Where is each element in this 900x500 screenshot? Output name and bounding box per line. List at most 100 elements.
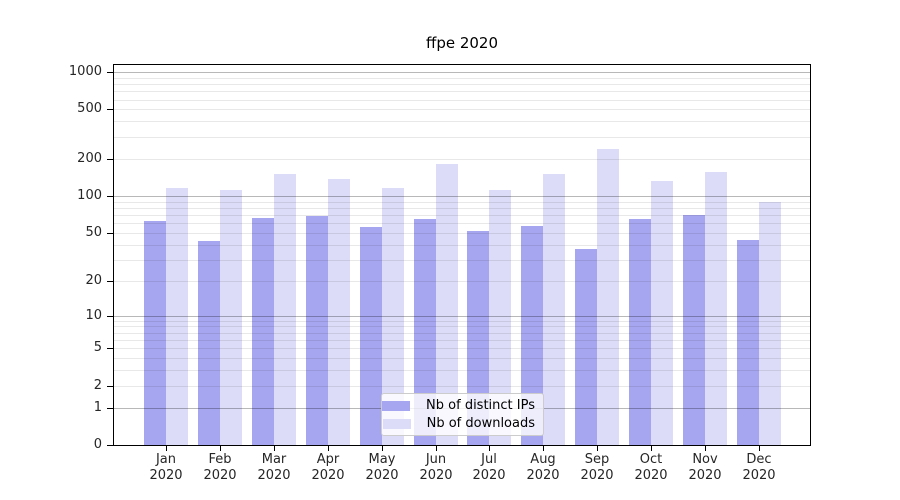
x-tick-year-jan: 2020 [149, 468, 183, 483]
x-tick-label-dec: Dec 2020 [729, 452, 789, 484]
gridline-minor-900 [114, 77, 810, 79]
bar-downloads-feb [219, 189, 242, 445]
x-tick-may [382, 446, 383, 451]
legend: Nb of distinct IPs Nb of downloads [381, 393, 544, 436]
gridline-minor-500 [114, 109, 810, 111]
y-tick-20 [107, 281, 113, 282]
bar-downloads-oct [651, 180, 674, 445]
gridline-minor-20 [114, 280, 810, 282]
y-tick-label-100: 100 [77, 188, 102, 203]
bar-downloads-sep [597, 148, 620, 445]
x-tick-jun [436, 446, 437, 451]
legend-label-downloads: Nb of downloads [426, 416, 535, 431]
chart-title: ffpe 2020 [425, 34, 499, 52]
gridline-minor-7 [114, 332, 810, 334]
y-tick-5 [107, 348, 113, 349]
bar-distinct-ips-may [359, 226, 382, 445]
x-tick-year-oct: 2020 [634, 468, 668, 483]
x-tick-label-jan: Jan 2020 [136, 452, 196, 484]
gridline-minor-8 [114, 326, 810, 328]
x-tick-jul [489, 446, 490, 451]
bar-distinct-ips-oct [629, 218, 652, 445]
bar-downloads-jul [489, 189, 512, 445]
x-tick-mar [274, 446, 275, 451]
bar-distinct-ips-sep [575, 248, 598, 445]
x-tick-label-sep: Sep 2020 [567, 452, 627, 484]
x-tick-label-feb: Feb 2020 [190, 452, 250, 484]
x-tick-year-feb: 2020 [203, 468, 237, 483]
x-tick-year-jul: 2020 [472, 468, 506, 483]
y-tick-label-50: 50 [85, 225, 102, 240]
gridline-minor-30 [114, 259, 810, 261]
bar-downloads-dec [759, 201, 781, 445]
bar-distinct-ips-aug [521, 225, 544, 445]
y-tick-500 [107, 109, 113, 110]
y-tick-label-1: 1 [93, 400, 102, 415]
bar-distinct-ips-mar [251, 218, 274, 445]
y-tick-100 [107, 196, 113, 197]
bar-distinct-ips-jul [467, 230, 490, 445]
x-tick-label-jul: Jul 2020 [459, 452, 519, 484]
y-tick-label-10: 10 [85, 308, 102, 323]
y-tick-1000 [107, 72, 113, 73]
gridline-minor-800 [114, 84, 810, 86]
x-tick-year-mar: 2020 [257, 468, 291, 483]
gridline-minor-40 [114, 244, 810, 246]
y-tick-1 [107, 408, 113, 409]
bar-distinct-ips-jun [413, 218, 436, 445]
gridline-minor-9 [114, 320, 810, 322]
gridline-minor-60 [114, 223, 810, 225]
x-tick-feb [220, 446, 221, 451]
x-tick-year-may: 2020 [365, 468, 399, 483]
y-tick-10 [107, 316, 113, 317]
x-tick-year-jun: 2020 [419, 468, 453, 483]
y-tick-label-1000: 1000 [68, 64, 102, 79]
x-tick-sep [597, 446, 598, 451]
x-tick-oct [651, 446, 652, 451]
y-tick-50 [107, 233, 113, 234]
legend-swatch-distinct-ips [382, 400, 411, 411]
bar-downloads-jun [435, 163, 458, 445]
bar-distinct-ips-feb [197, 240, 220, 445]
gridline-minor-50 [114, 232, 810, 234]
x-tick-year-nov: 2020 [688, 468, 722, 483]
x-tick-year-sep: 2020 [580, 468, 614, 483]
plot-area [113, 64, 811, 446]
x-tick-label-apr: Apr 2020 [298, 452, 358, 484]
gridline-major-10 [114, 315, 810, 317]
gridline-minor-400 [114, 121, 810, 123]
x-tick-year-apr: 2020 [311, 468, 345, 483]
y-tick-200 [107, 159, 113, 160]
y-tick-2 [107, 386, 113, 387]
legend-item-downloads: Nb of downloads [382, 416, 535, 431]
legend-item-distinct-ips: Nb of distinct IPs [382, 398, 535, 413]
bar-distinct-ips-jan [144, 221, 166, 445]
x-tick-year-dec: 2020 [742, 468, 776, 483]
bar-downloads-jan [166, 187, 188, 445]
x-tick-label-oct: Oct 2020 [621, 452, 681, 484]
bar-downloads-may [381, 187, 404, 445]
bar-distinct-ips-nov [683, 214, 706, 445]
x-tick-label-jun: Jun 2020 [406, 452, 466, 484]
bar-distinct-ips-dec [737, 239, 759, 445]
y-tick-label-20: 20 [85, 273, 102, 288]
bar-downloads-mar [273, 174, 296, 445]
x-tick-label-nov: Nov 2020 [675, 452, 735, 484]
x-tick-label-may: May 2020 [352, 452, 412, 484]
y-tick-0 [107, 445, 113, 446]
gridline-minor-80 [114, 207, 810, 209]
gridline-minor-2 [114, 385, 810, 387]
legend-swatch-downloads [382, 418, 411, 429]
x-tick-apr [328, 446, 329, 451]
y-tick-label-2: 2 [93, 378, 102, 393]
x-tick-label-mar: Mar 2020 [244, 452, 304, 484]
gridline-major-1000 [114, 72, 810, 74]
x-tick-nov [705, 446, 706, 451]
gridline-minor-300 [114, 136, 810, 138]
gridline-minor-5 [114, 348, 810, 350]
bar-downloads-aug [543, 174, 566, 445]
x-tick-jan [166, 446, 167, 451]
gridline-minor-4 [114, 358, 810, 360]
gridline-minor-90 [114, 201, 810, 203]
